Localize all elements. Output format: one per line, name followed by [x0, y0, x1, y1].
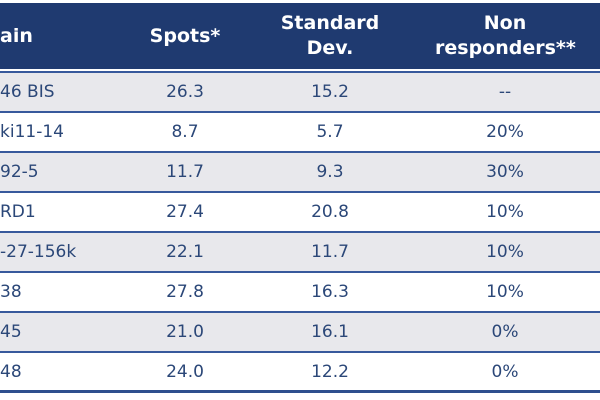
- table-row: 45 21.0 16.1 0%: [0, 313, 600, 353]
- table-row: 48 24.0 12.2 0%: [0, 353, 600, 393]
- column-header-spots: Spots*: [149, 24, 221, 47]
- cell-non-responders: 10%: [486, 282, 524, 302]
- table-body: 46 BIS 26.3 15.2 -- ki11-14 8.7 5.7 20% …: [0, 71, 600, 393]
- cell-strain: 48: [0, 361, 22, 382]
- table-row: RD1 27.4 20.8 10%: [0, 193, 600, 233]
- cell-spots: 24.0: [166, 361, 204, 382]
- cell-standard-dev: 16.3: [311, 282, 349, 302]
- table-row: 38 27.8 16.3 10%: [0, 273, 600, 313]
- cell-standard-dev: 11.7: [311, 242, 349, 262]
- cell-non-responders: 10%: [486, 202, 524, 222]
- cell-strain: ki11-14: [0, 122, 64, 142]
- strain-results-table: ain Spots* Standard Dev. Non responders*…: [0, 3, 600, 393]
- cell-strain: 45: [0, 322, 22, 342]
- cell-non-responders: 20%: [486, 122, 524, 142]
- cell-standard-dev: 15.2: [311, 82, 349, 102]
- cell-strain: -27-156k: [0, 242, 77, 262]
- cell-standard-dev: 5.7: [316, 122, 344, 142]
- cell-spots: 26.3: [166, 82, 204, 102]
- table-row: 46 BIS 26.3 15.2 --: [0, 73, 600, 113]
- table-row: 92-5 11.7 9.3 30%: [0, 153, 600, 193]
- cell-strain: 38: [0, 282, 22, 302]
- cell-standard-dev: 16.1: [311, 322, 349, 342]
- column-header-strain: ain: [0, 24, 33, 47]
- cell-standard-dev: 12.2: [311, 361, 349, 382]
- cell-strain: RD1: [0, 202, 36, 222]
- cell-spots: 21.0: [166, 322, 204, 342]
- cell-non-responders: 0%: [491, 361, 519, 382]
- cell-spots: 27.4: [166, 202, 204, 222]
- cell-non-responders: 30%: [486, 162, 524, 182]
- table-header-row: ain Spots* Standard Dev. Non responders*…: [0, 3, 600, 71]
- column-header-standard-dev: Standard Dev.: [280, 12, 380, 59]
- cell-spots: 22.1: [166, 242, 204, 262]
- cell-spots: 27.8: [166, 282, 204, 302]
- cell-non-responders: 10%: [486, 242, 524, 262]
- cell-spots: 8.7: [171, 122, 199, 142]
- cell-strain: 46 BIS: [0, 82, 55, 102]
- table-row: ki11-14 8.7 5.7 20%: [0, 113, 600, 153]
- table-row: -27-156k 22.1 11.7 10%: [0, 233, 600, 273]
- cell-non-responders: --: [498, 82, 512, 102]
- cell-standard-dev: 20.8: [311, 202, 349, 222]
- cell-standard-dev: 9.3: [316, 162, 344, 182]
- column-header-non-responders: Non responders**: [435, 12, 576, 59]
- cell-strain: 92-5: [0, 162, 39, 182]
- cell-non-responders: 0%: [491, 322, 519, 342]
- cell-spots: 11.7: [166, 162, 204, 182]
